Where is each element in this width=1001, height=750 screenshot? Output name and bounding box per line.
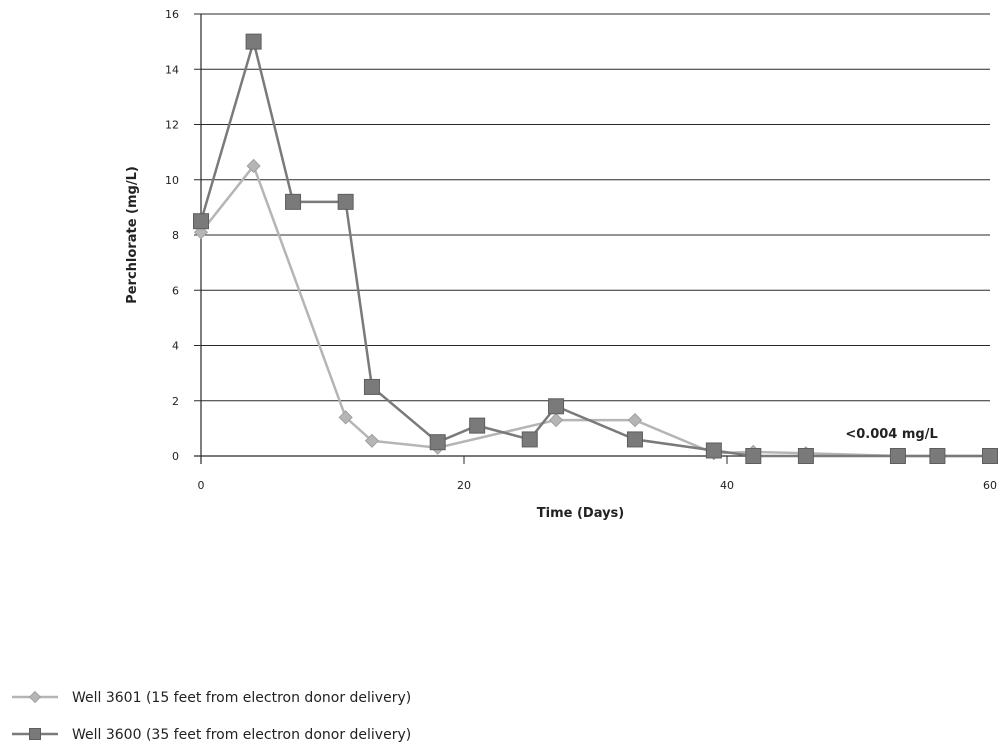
xtick-label-60: 60 — [983, 479, 997, 492]
ytick-label-12: 12 — [165, 119, 179, 132]
ytick-label-2: 2 — [172, 395, 179, 408]
legend-marker-2 — [29, 728, 41, 740]
data-point-1-2 — [246, 158, 261, 174]
x-axis-title: Time (Days) — [537, 506, 624, 521]
data-point-2-9 — [548, 398, 565, 415]
data-point-2-7 — [469, 417, 486, 434]
data-point-2-16 — [982, 448, 998, 464]
legend-item-1: Well 3601 (15 feet from electron donor d… — [12, 690, 411, 706]
grid-layer — [201, 13, 990, 402]
data-point-1-3 — [338, 410, 353, 425]
data-point-2-1 — [193, 213, 209, 230]
data-point-1-6 — [548, 413, 564, 428]
data-point-1-7 — [627, 413, 643, 428]
data-point-2-12 — [745, 448, 762, 464]
ytick-label-0: 0 — [172, 450, 179, 463]
xtick-label-0: 0 — [198, 479, 205, 492]
legend-label-1: Well 3601 (15 feet from electron donor d… — [72, 690, 411, 706]
legend-item-2: Well 3600 (35 feet from electron donor d… — [12, 727, 411, 743]
series-2 — [193, 33, 998, 464]
data-point-2-11 — [705, 442, 722, 459]
legend-marker-1 — [28, 690, 42, 704]
data-point-2-6 — [429, 434, 446, 451]
data-point-2-5 — [363, 378, 380, 395]
series-line-2 — [199, 36, 990, 458]
ytick-label-16: 16 — [165, 8, 179, 21]
legend: Well 3601 (15 feet from electron donor d… — [12, 690, 411, 743]
xtick-label-40: 40 — [720, 479, 734, 492]
data-point-2-8 — [521, 431, 538, 448]
xtick-label-20: 20 — [457, 479, 471, 492]
data-point-2-3 — [285, 193, 302, 210]
data-point-2-2 — [245, 33, 262, 50]
ytick-label-6: 6 — [172, 284, 179, 297]
series-line-1 — [200, 163, 990, 458]
detection-limit-annotation: <0.004 mg/L — [845, 427, 937, 442]
data-point-2-13 — [797, 448, 814, 464]
ytick-label-4: 4 — [172, 340, 179, 353]
data-point-2-14 — [889, 448, 906, 464]
data-point-2-4 — [337, 193, 354, 210]
ytick-label-8: 8 — [172, 229, 179, 242]
series-1 — [193, 158, 998, 464]
data-point-1-4 — [364, 433, 380, 448]
ytick-label-10: 10 — [165, 174, 179, 187]
tick-labels: 0 2 4 6 8 10 12 14 16 0 20 40 60 — [165, 8, 997, 492]
legend-label-2: Well 3600 (35 feet from electron donor d… — [72, 727, 411, 743]
ytick-label-14: 14 — [165, 63, 179, 76]
y-axis-title: Perchlorate (mg/L) — [125, 166, 140, 304]
axes-layer — [194, 13, 991, 464]
data-point-2-10 — [626, 431, 643, 448]
data-point-2-15 — [929, 448, 946, 464]
series-layer — [193, 33, 998, 464]
